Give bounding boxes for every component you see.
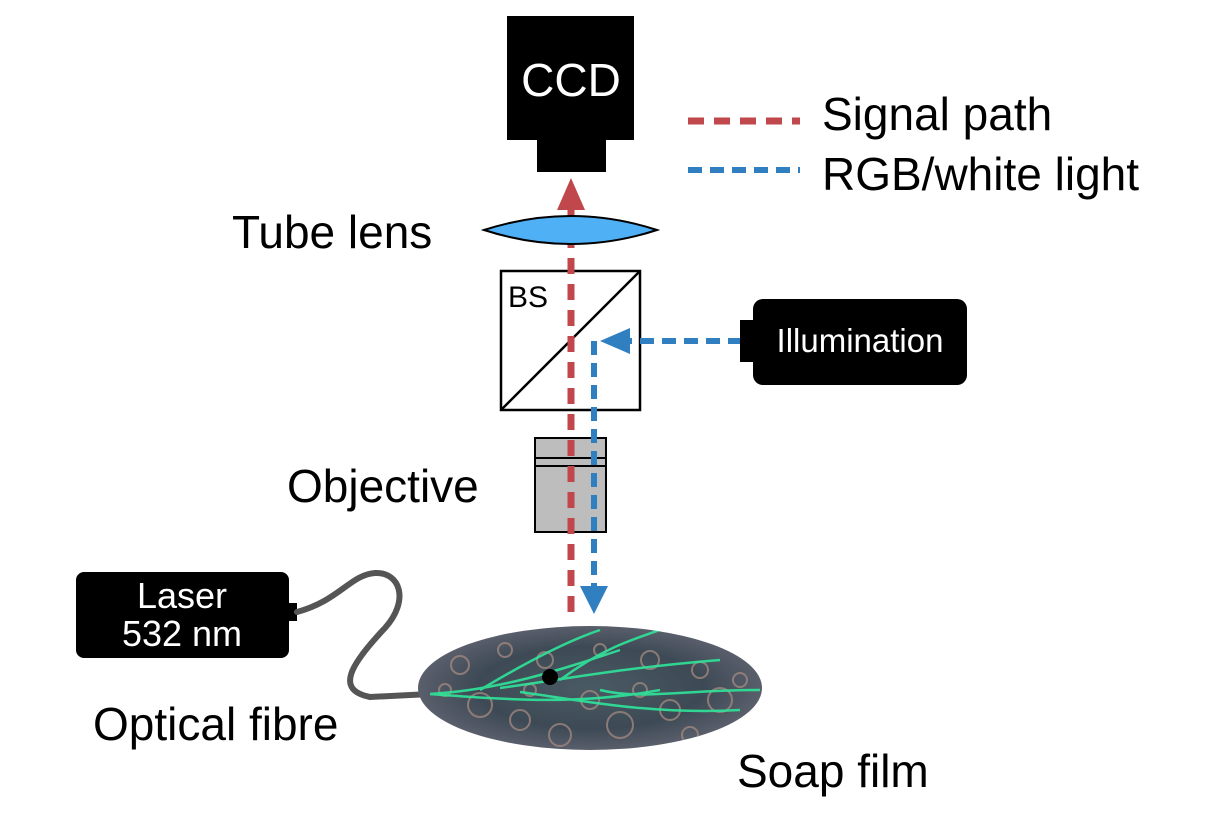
legend-signal-label: Signal path: [822, 88, 1052, 140]
rgb-light-beam: [580, 328, 742, 614]
ccd-label: CCD: [521, 54, 621, 106]
ccd-body: [507, 16, 634, 140]
soap-film-texture: [429, 628, 761, 747]
laser-source: Laser 532 nm: [76, 572, 297, 658]
signal-path-beam: [557, 178, 585, 612]
illumination-source: Illumination: [740, 299, 967, 385]
optical-fibre-cable: [294, 569, 433, 701]
tube-lens-label: Tube lens: [232, 206, 432, 258]
legend-rgb-label: RGB/white light: [822, 148, 1139, 200]
optical-fibre-label: Optical fibre: [93, 698, 338, 750]
bs-label: BS: [508, 281, 548, 314]
soap-film-label: Soap film: [737, 745, 929, 797]
ccd-mount: [537, 140, 606, 172]
rgb-left-arrowhead: [600, 328, 630, 354]
laser-label-line1: Laser: [137, 575, 227, 616]
soap-film-surface: [418, 626, 762, 750]
objective-label: Objective: [287, 460, 479, 512]
laser-box: [76, 572, 289, 658]
soap-film-hole: [542, 669, 558, 685]
legend: Signal path RGB/white light: [688, 88, 1139, 200]
illumination-box: [753, 299, 967, 385]
laser-label-line2: 532 nm: [122, 613, 242, 654]
signal-arrowhead: [557, 178, 585, 210]
ccd-camera: CCD: [507, 16, 634, 172]
laser-connector: [287, 603, 297, 621]
illumination-label: Illumination: [777, 322, 944, 359]
tube-lens: [480, 215, 661, 245]
soap-film: [418, 626, 762, 750]
illumination-connector: [740, 320, 756, 362]
rgb-down-arrowhead: [580, 586, 608, 614]
